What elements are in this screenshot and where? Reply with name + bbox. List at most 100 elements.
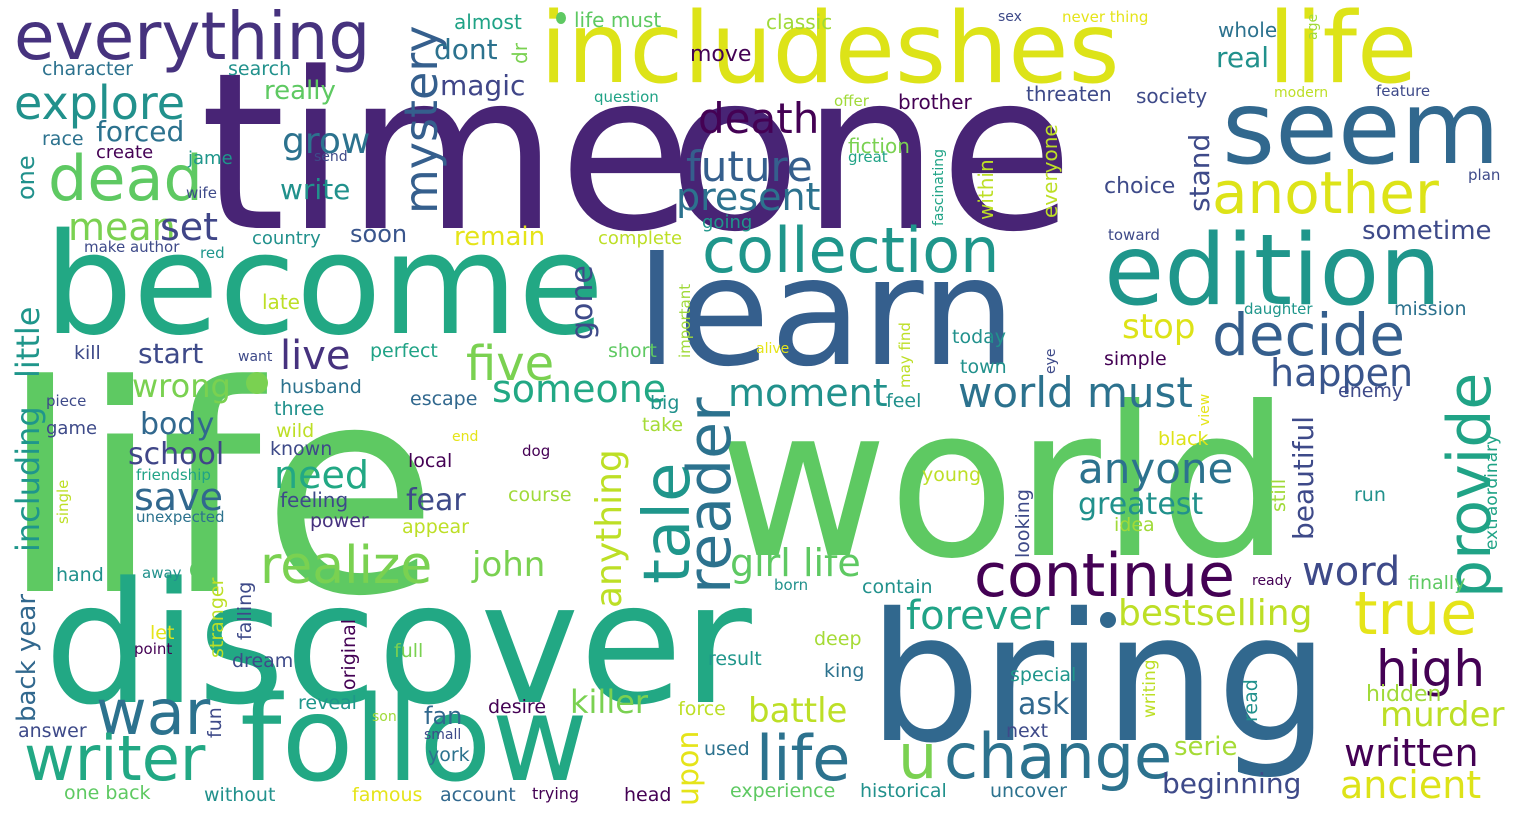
word-writer: writer — [24, 722, 206, 795]
word-written: written — [1344, 731, 1479, 775]
word-view: view — [1197, 393, 1213, 426]
word-important: important — [676, 283, 694, 358]
word-appear: appear — [402, 516, 469, 538]
word-sex: sex — [998, 9, 1022, 25]
word-course: course — [508, 484, 572, 506]
word-fascinating: fascinating — [931, 149, 947, 226]
word-simple: simple — [1104, 348, 1167, 370]
word-feel: feel — [886, 390, 922, 412]
word-feeling: feeling — [280, 488, 349, 512]
word-going: going — [702, 212, 753, 233]
word-age: age — [1305, 13, 1321, 40]
word-life-top: life — [1268, 0, 1418, 106]
word-looking: looking — [1012, 489, 1034, 558]
word-uncover: uncover — [990, 780, 1067, 802]
word-whole: whole — [1218, 18, 1278, 42]
word-reveal: reveal — [298, 692, 357, 714]
word-five: five — [466, 336, 555, 392]
word-enemy: enemy — [1338, 380, 1404, 402]
word-make-author: make author — [84, 238, 180, 256]
word-answer: answer — [18, 720, 87, 742]
word-life-must: life must — [574, 8, 662, 32]
word-death: death — [698, 94, 820, 143]
word-york: york — [428, 744, 470, 766]
word-point: point — [134, 640, 173, 658]
word-special: special — [1010, 664, 1077, 686]
word-battle: battle — [748, 691, 848, 731]
word-soon: soon — [350, 220, 408, 248]
word-local: local — [408, 450, 453, 472]
word-read: read — [1240, 679, 1262, 722]
word-ready: ready — [1252, 573, 1292, 589]
word-without: without — [204, 784, 276, 806]
word-gone: gone — [565, 265, 600, 340]
word-country: country — [252, 228, 321, 249]
word-happen: happen — [1270, 351, 1414, 395]
word-school: school — [128, 437, 225, 472]
word-sometime: sometime — [1362, 216, 1492, 246]
word-word: word — [1302, 549, 1401, 595]
word-red: red — [200, 244, 225, 262]
word-live: live — [280, 333, 351, 379]
word-never-thing: never thing — [1062, 8, 1149, 26]
word-classic: classic — [766, 10, 833, 34]
word-save: save — [134, 475, 223, 519]
word-wrong: wrong — [132, 367, 231, 405]
word-follow: follow — [240, 670, 589, 808]
word-remain: remain — [454, 222, 546, 252]
word-wild: wild — [276, 420, 315, 442]
word-forever: forever — [906, 593, 1050, 639]
word-town: town — [960, 356, 1007, 378]
word-fan: fan — [424, 702, 463, 730]
word-future: future — [686, 142, 813, 191]
word-game: game — [46, 418, 98, 439]
word-escape: escape — [410, 388, 478, 410]
word-known: known — [270, 438, 333, 460]
word-son: son — [372, 709, 397, 725]
word-back-year: back year — [12, 593, 42, 722]
word-mean: mean — [68, 205, 176, 249]
word-continue: continue — [974, 541, 1235, 611]
word-u: u — [898, 720, 938, 793]
word-writing: writing — [1140, 659, 1160, 718]
word-away: away — [142, 564, 182, 582]
word-desire: desire — [488, 696, 547, 718]
word-anyone: anyone — [1078, 444, 1234, 493]
word-account: account — [440, 784, 516, 806]
word-great: great — [848, 148, 888, 166]
word-life-small: life — [756, 722, 851, 795]
word-brother: brother — [898, 90, 972, 114]
word-original: original — [338, 618, 360, 690]
word-someone: someone — [492, 367, 667, 411]
word-hand: hand — [56, 564, 104, 586]
word-including: including — [9, 406, 47, 552]
word-start: start — [138, 337, 204, 370]
word-set: set — [160, 205, 219, 249]
word-want: want — [238, 349, 273, 365]
word-daughter: daughter — [1244, 300, 1313, 318]
dot-mark — [556, 12, 566, 24]
word-head: head — [624, 784, 672, 806]
word-includeshes: includeshes — [540, 0, 1120, 106]
word-may-find: may find — [896, 322, 914, 388]
word-need: need — [274, 453, 369, 497]
word-bring: bring — [868, 575, 1330, 782]
word-john: john — [472, 545, 546, 585]
word-really: really — [264, 76, 336, 106]
word-body: body — [140, 407, 215, 442]
word-offer: offer — [834, 92, 869, 110]
word-bestselling: bestselling — [1118, 593, 1313, 634]
word-forced: forced — [96, 115, 185, 148]
word-time: time — [200, 27, 693, 280]
word-world: world — [718, 363, 1291, 605]
word-beautiful: beautiful — [1287, 415, 1320, 540]
word-still: still — [1268, 478, 1290, 512]
word-almost: almost — [454, 10, 522, 34]
word-idea: idea — [1114, 514, 1155, 536]
word-realize: realize — [260, 536, 433, 596]
word-present: present — [676, 175, 821, 219]
word-experience: experience — [730, 780, 836, 802]
word-within: within — [974, 159, 998, 220]
word-war: war — [96, 676, 211, 749]
word-decide: decide — [1212, 301, 1406, 369]
